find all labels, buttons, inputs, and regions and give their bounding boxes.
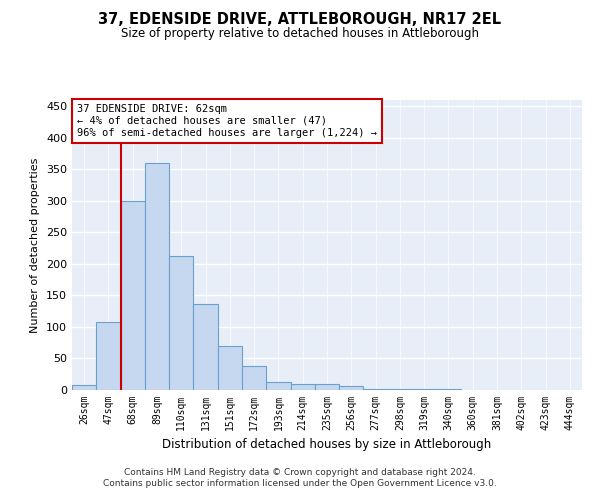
Bar [315,384,339,390]
Y-axis label: Number of detached properties: Number of detached properties [31,158,40,332]
Bar [193,304,218,390]
Text: Contains HM Land Registry data © Crown copyright and database right 2024.
Contai: Contains HM Land Registry data © Crown c… [103,468,497,487]
Bar [169,256,193,390]
Bar [72,385,96,390]
Bar [218,346,242,390]
Bar [96,322,121,390]
Bar [145,163,169,390]
Text: Size of property relative to detached houses in Attleborough: Size of property relative to detached ho… [121,28,479,40]
Text: 37 EDENSIDE DRIVE: 62sqm
← 4% of detached houses are smaller (47)
96% of semi-de: 37 EDENSIDE DRIVE: 62sqm ← 4% of detache… [77,104,377,138]
Bar [121,201,145,390]
Bar [290,384,315,390]
Bar [364,388,388,390]
X-axis label: Distribution of detached houses by size in Attleborough: Distribution of detached houses by size … [163,438,491,452]
Bar [242,366,266,390]
Bar [266,382,290,390]
Bar [339,386,364,390]
Text: 37, EDENSIDE DRIVE, ATTLEBOROUGH, NR17 2EL: 37, EDENSIDE DRIVE, ATTLEBOROUGH, NR17 2… [98,12,502,28]
